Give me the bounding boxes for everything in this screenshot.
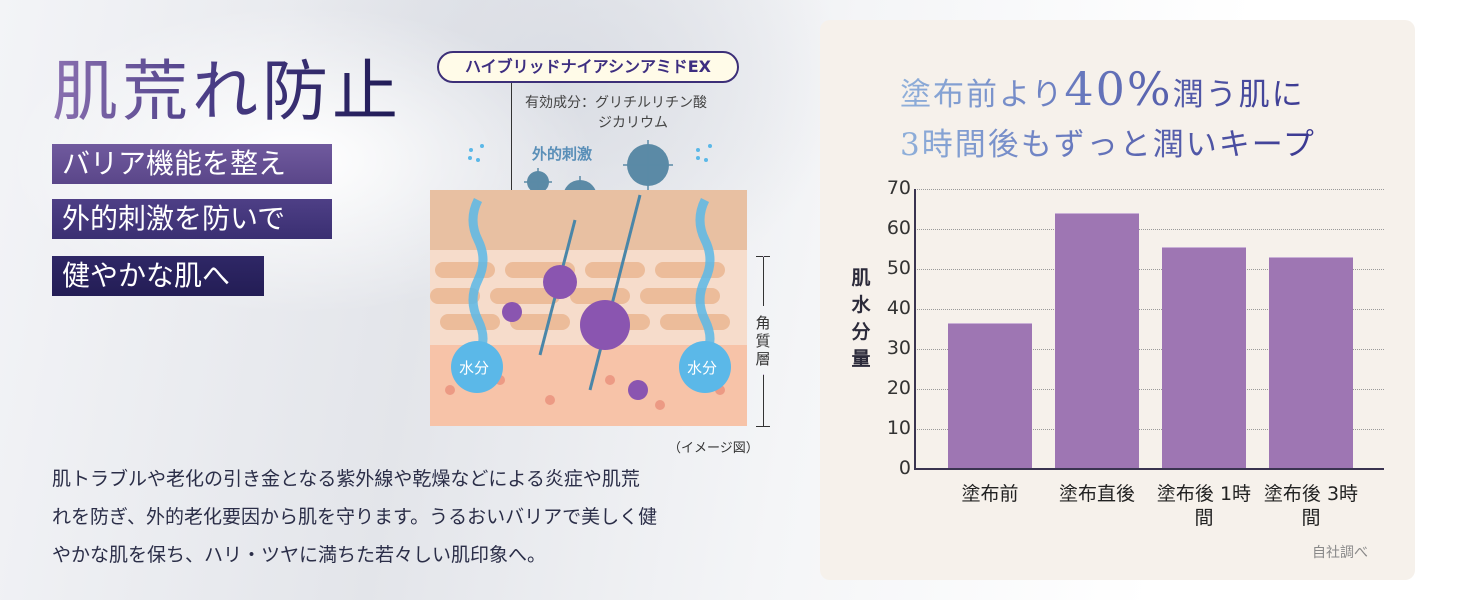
- gridline-10: [915, 429, 1384, 430]
- ingredient-line-2: ジカリウム: [598, 115, 668, 131]
- bracket-line-bottom: [763, 374, 764, 426]
- y-tick-70: 70: [886, 177, 911, 199]
- gridline-70: [915, 189, 1384, 190]
- benefit-tag-2: 外的刺激を防いで: [52, 199, 332, 239]
- active-ingredient: 有効成分：グリチルリチン酸 ジカリウム: [525, 93, 707, 133]
- bracket-line-top: [763, 256, 764, 306]
- page-title: 肌荒れ防止: [52, 53, 402, 130]
- x-label-3h-after: 塗布後 3時間: [1263, 483, 1359, 529]
- headline-pre: 塗布前より: [900, 77, 1065, 113]
- bar-3h-after: [1269, 257, 1353, 469]
- x-label-before: 塗布前: [961, 483, 1019, 505]
- y-tick-0: 0: [898, 457, 911, 479]
- bar-before: [948, 323, 1032, 469]
- y-tick-30: 30: [886, 337, 911, 359]
- headline-line-2: 3時間後もずっと潤いキープ: [900, 127, 1316, 163]
- description-line-1: 肌トラブルや老化の引き金となる紫外線や乾燥などによる炎症や肌荒: [52, 468, 640, 490]
- external-stimulus-label: 外的刺激: [532, 145, 593, 163]
- y-axis: [914, 189, 916, 470]
- ingredient-badge: ハイブリッドナイアシンアミドEX: [437, 51, 739, 83]
- moisture-label-left: 水分: [459, 359, 490, 377]
- bracket-cap-bottom: [756, 426, 770, 427]
- description: 肌トラブルや老化の引き金となる紫外線や乾燥などによる炎症や肌荒 れを防ぎ、外的老…: [52, 460, 772, 574]
- benefit-tag-1: バリア機能を整え: [52, 144, 332, 184]
- chart-headline: 塗布前より40%潤う肌に 3時間後もずっと潤いキープ: [900, 64, 1316, 170]
- description-line-2: れを防ぎ、外的老化要因から肌を守ります。うるおいバリアで美しく健: [52, 506, 658, 528]
- x-label-1h-after: 塗布後 1時間: [1156, 483, 1252, 529]
- stratum-corneum-bracket: 角質層: [755, 256, 771, 427]
- description-line-3: やかな肌を保ち、ハリ・ツヤに満ちた若々しい肌印象へ。: [52, 544, 547, 566]
- gridline-40: [915, 309, 1384, 310]
- moisture-label-right: 水分: [687, 359, 718, 377]
- headline-percent: 40%: [1064, 62, 1173, 116]
- y-tick-20: 20: [886, 377, 911, 399]
- x-label-immediately-after: 塗布直後: [1058, 483, 1135, 505]
- skin-cross-section-illustration: [430, 190, 747, 426]
- bar-immediately-after: [1055, 213, 1139, 469]
- bar-1h-after: [1162, 247, 1246, 469]
- y-tick-60: 60: [886, 217, 911, 239]
- source-note: 自社調べ: [1312, 545, 1368, 561]
- callout-line: [511, 83, 512, 283]
- y-tick-10: 10: [886, 417, 911, 439]
- y-axis-label: 肌水分量: [851, 267, 871, 370]
- stratum-corneum-label: 角質層: [755, 314, 771, 368]
- ingredient-line-1: 有効成分：グリチルリチン酸: [525, 95, 707, 111]
- benefit-tag-3: 健やかな肌へ: [52, 256, 264, 296]
- x-axis: [914, 468, 1384, 470]
- y-tick-50: 50: [886, 257, 911, 279]
- gridline-20: [915, 389, 1384, 390]
- image-note: （イメージ図）: [668, 441, 759, 456]
- headline-post: 潤う肌に: [1172, 77, 1305, 113]
- gridline-60: [915, 229, 1384, 230]
- gridline-50: [915, 269, 1384, 270]
- gridline-30: [915, 349, 1384, 350]
- y-tick-40: 40: [886, 297, 911, 319]
